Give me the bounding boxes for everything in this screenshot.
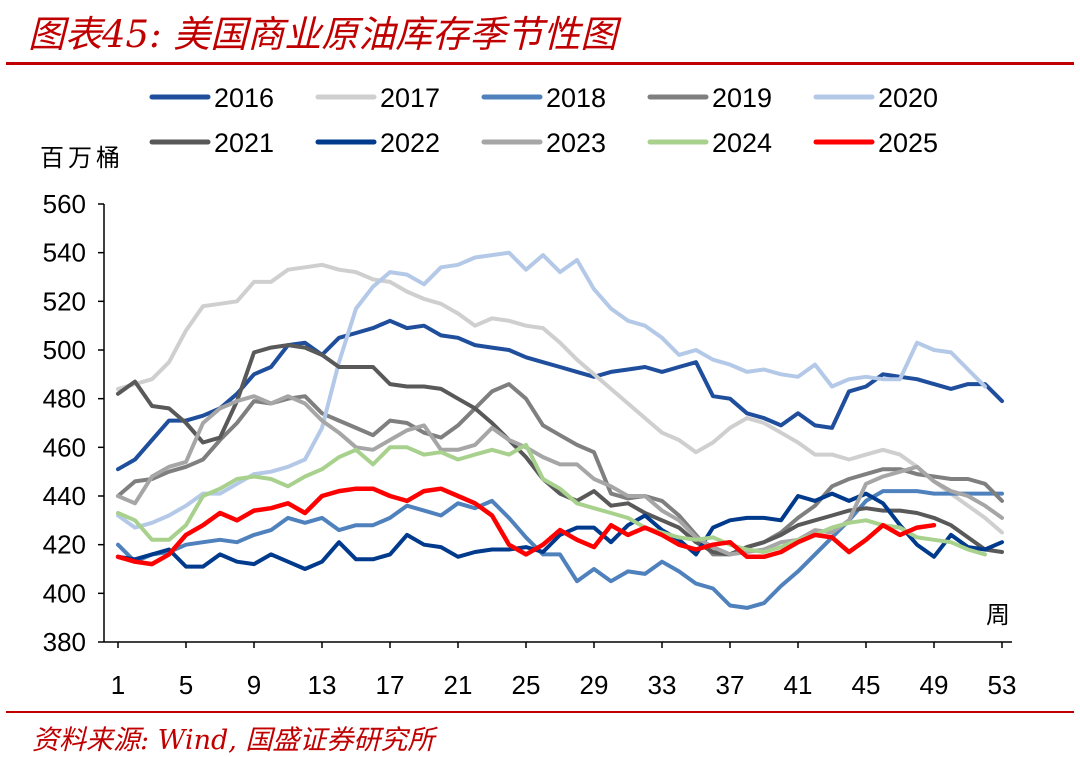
y-tick-label: 420 — [43, 530, 86, 560]
x-tick-label: 37 — [716, 670, 745, 700]
series-line-2017 — [116, 262, 1004, 535]
x-tick-label: 41 — [784, 670, 813, 700]
y-tick-label: 480 — [43, 384, 86, 414]
legend-label-2017: 2017 — [380, 83, 440, 113]
x-tick-label: 53 — [988, 670, 1017, 700]
series-line-2023 — [116, 394, 1004, 557]
series-line-2022 — [116, 491, 1004, 571]
legend-label-2024: 2024 — [712, 128, 772, 158]
y-axis-label: 百万桶 — [40, 144, 124, 172]
legend-label-2019: 2019 — [712, 83, 772, 113]
source-note: 资料来源: Wind, 国盛证券研究所 — [32, 725, 435, 756]
x-tick-label: 33 — [648, 670, 677, 700]
series-line-2020 — [116, 250, 987, 530]
series-line-2018 — [116, 489, 1004, 610]
title-divider — [6, 62, 1074, 65]
x-tick-label: 5 — [179, 670, 193, 700]
series-line-2016 — [116, 318, 1004, 472]
footer-divider — [6, 711, 1074, 713]
y-tick-label: 520 — [43, 286, 86, 316]
legend-label-2021: 2021 — [214, 128, 274, 158]
series-line-2024 — [116, 442, 987, 557]
y-tick-label: 540 — [43, 238, 86, 268]
x-tick-label: 29 — [580, 670, 609, 700]
page-title: 图表45: 美国商业原油库存季节性图 — [28, 13, 618, 56]
x-axis-label: 周 — [986, 601, 1010, 629]
y-tick-label: 500 — [43, 335, 86, 365]
x-tick-label: 13 — [308, 670, 337, 700]
x-tick-label: 49 — [920, 670, 949, 700]
y-tick-label: 460 — [43, 432, 86, 462]
x-tick-label: 25 — [512, 670, 541, 700]
y-tick-label: 440 — [43, 481, 86, 511]
legend-label-2016: 2016 — [214, 83, 274, 113]
x-tick-label: 21 — [444, 670, 473, 700]
y-tick-label: 400 — [43, 578, 86, 608]
y-tick-label: 380 — [43, 627, 86, 657]
y-tick-label: 560 — [43, 189, 86, 219]
x-tick-label: 9 — [247, 670, 261, 700]
series-line-2025 — [115, 486, 937, 567]
x-tick-label: 1 — [111, 670, 125, 700]
legend-label-2022: 2022 — [380, 128, 440, 158]
legend-label-2020: 2020 — [878, 83, 938, 113]
legend-label-2018: 2018 — [546, 83, 606, 113]
legend-label-2023: 2023 — [546, 128, 606, 158]
x-tick-label: 17 — [376, 670, 405, 700]
legend-label-2025: 2025 — [878, 128, 938, 158]
x-tick-label: 45 — [852, 670, 881, 700]
